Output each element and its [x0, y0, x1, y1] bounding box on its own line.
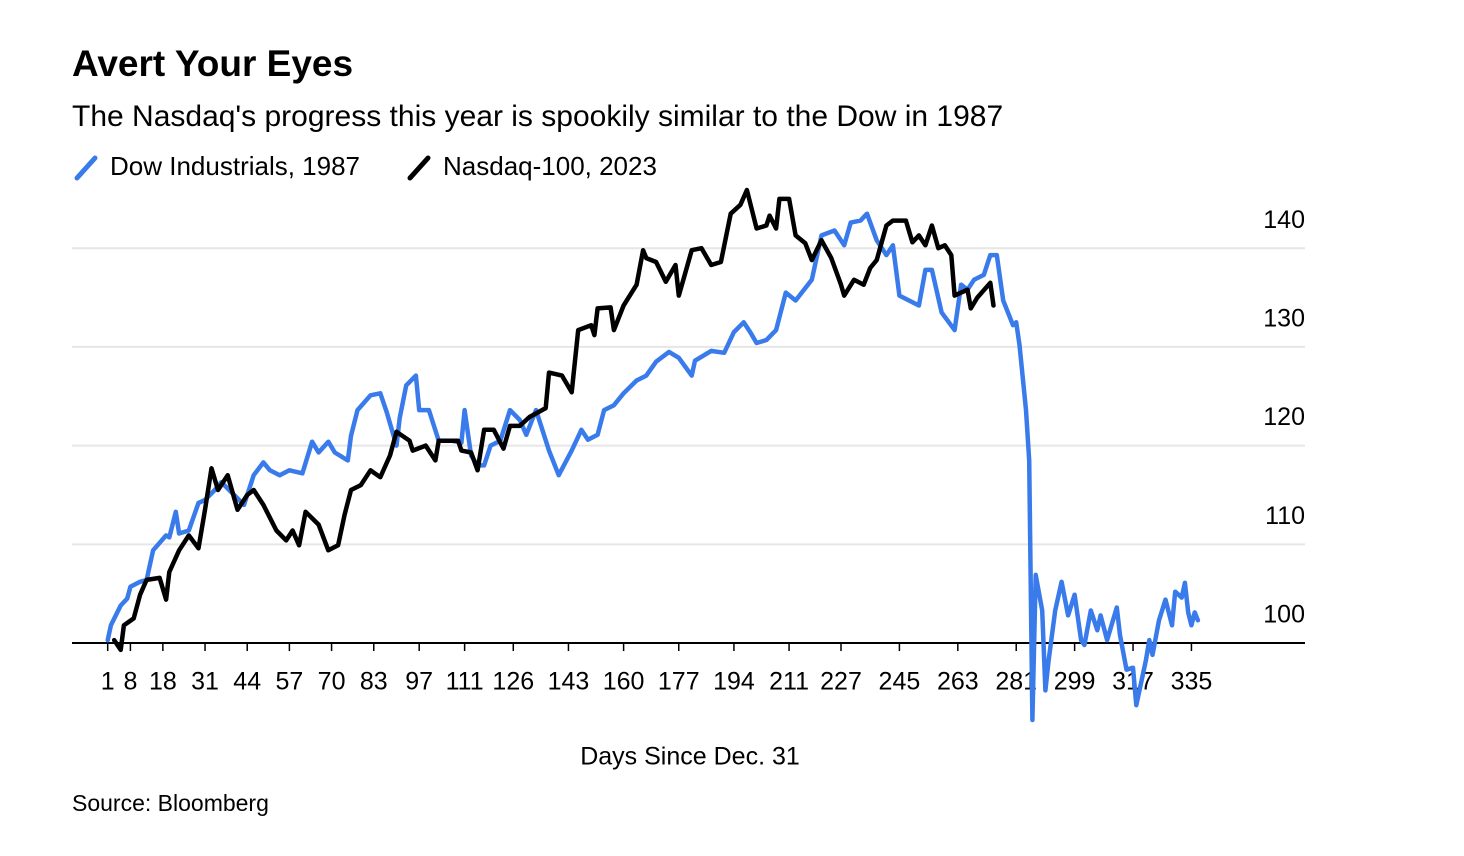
legend-swatch [74, 155, 98, 181]
y-tick-label: 110 [1265, 502, 1305, 530]
x-tick-label: 1 [101, 668, 115, 696]
x-tick-label: 97 [405, 668, 433, 696]
x-tick-label: 83 [360, 668, 388, 696]
x-tick-label: 70 [318, 668, 346, 696]
x-tick-label: 44 [233, 668, 261, 696]
x-tick-label: 299 [1054, 668, 1096, 696]
x-tick-label: 57 [275, 668, 303, 696]
x-tick-label: 31 [191, 668, 219, 696]
x-tick-label: 8 [123, 668, 137, 696]
legend-label: Dow Industrials, 1987 [110, 151, 360, 181]
x-tick-label: 160 [603, 668, 645, 696]
x-tick-label: 177 [658, 668, 700, 696]
x-tick-label: 18 [149, 668, 177, 696]
x-tick-label: 194 [713, 668, 755, 696]
x-tick-label: 143 [548, 668, 590, 696]
x-tick-label: 227 [820, 668, 862, 696]
x-tick-label: 335 [1171, 668, 1213, 696]
y-tick-label: 140 [1263, 206, 1305, 234]
x-tick-label: 245 [879, 668, 921, 696]
x-axis-label: Days Since Dec. 31 [580, 743, 800, 771]
source: Source: Bloomberg [72, 790, 269, 816]
y-tick-label: 130 [1263, 305, 1305, 333]
x-tick-label: 111 [446, 668, 484, 696]
series-line [111, 187, 996, 653]
y-tick-label: 120 [1263, 403, 1305, 431]
legend-label: Nasdaq-100, 2023 [443, 151, 657, 181]
chart-title: Avert Your Eyes [72, 43, 353, 84]
series-line [105, 211, 1201, 723]
x-tick-label: 211 [769, 668, 809, 696]
x-tick-label: 126 [492, 668, 534, 696]
y-tick-label: 100 [1263, 601, 1305, 629]
legend-swatch [407, 155, 431, 181]
x-tick-label: 263 [937, 668, 979, 696]
chart-subtitle: The Nasdaq's progress this year is spook… [72, 100, 1003, 133]
